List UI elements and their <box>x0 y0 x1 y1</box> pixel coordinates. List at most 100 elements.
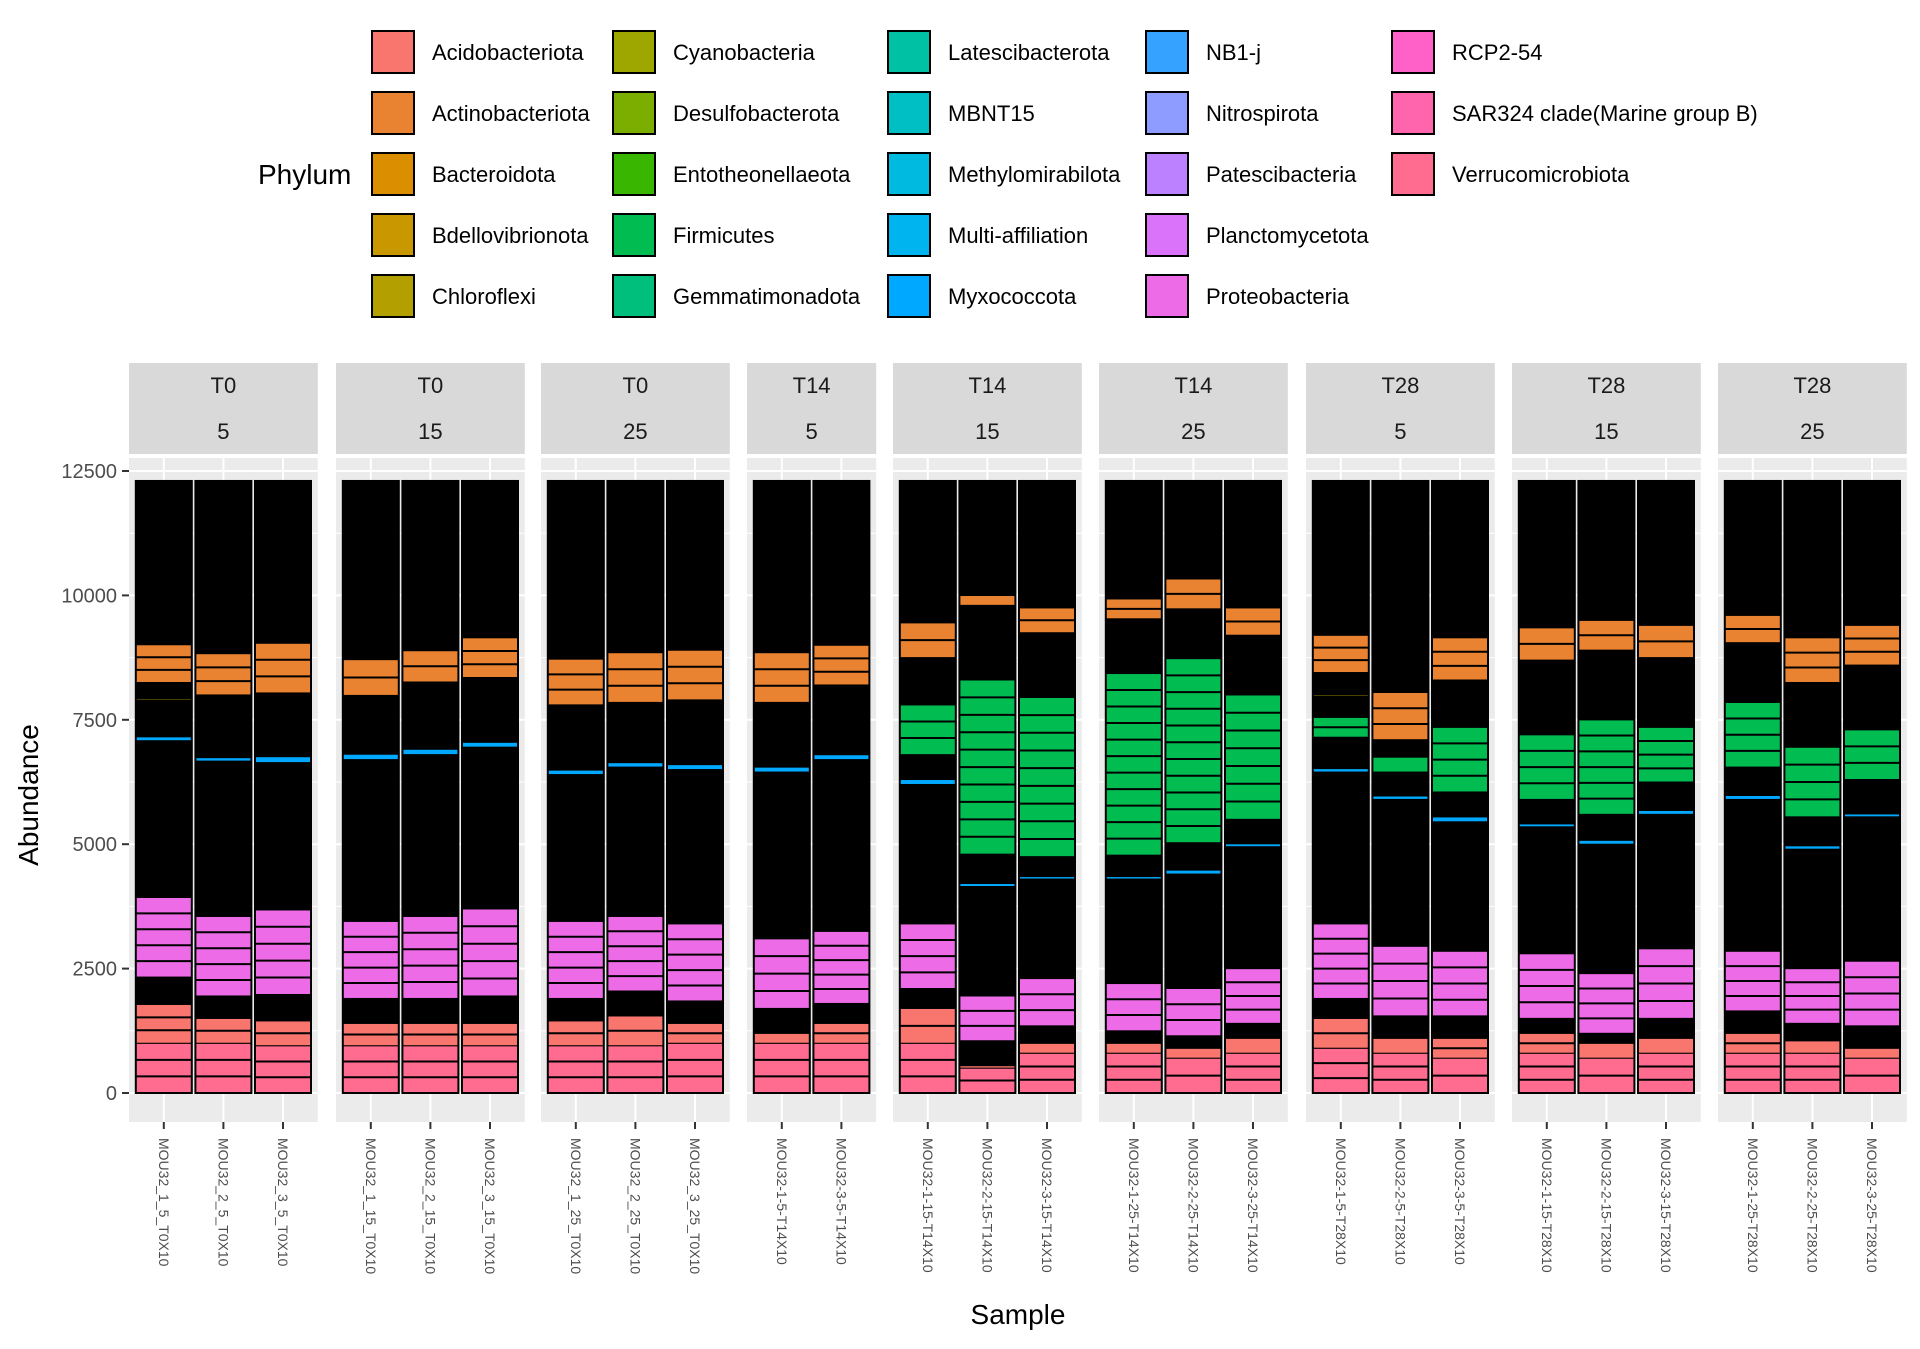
bar-segment-other <box>1637 781 1695 811</box>
bar-segment-other <box>1431 821 1489 952</box>
bar-segment-other <box>1431 791 1489 818</box>
legend-key-gemmatimonadota <box>612 274 656 318</box>
bar-segment-proteobacteria <box>1018 978 1076 1027</box>
legend-label-proteobacteria: Proteobacteria <box>1206 284 1350 309</box>
bar-segment-verrucomicrobiota <box>812 1042 870 1094</box>
bar-segment-other <box>1637 657 1695 728</box>
bar-outline <box>1164 479 1223 1094</box>
bar-segment-other <box>254 762 312 911</box>
y-tick-label: 7500 <box>73 710 118 732</box>
bar-segment-other <box>194 480 252 655</box>
bar-segment-proteobacteria <box>461 908 519 997</box>
bar-segment-other <box>666 699 724 766</box>
bar-stack <box>1517 479 1576 1094</box>
facet-strip-time: T14 <box>968 373 1006 398</box>
legend-label-cyanobacteria: Cyanobacteria <box>673 40 816 65</box>
bar-segment-acidobacteriota <box>1843 1047 1901 1059</box>
bar-segment-verrucomicrobiota <box>1518 1052 1576 1094</box>
legend-item-myxococcota: Myxococcota <box>887 274 1077 318</box>
bar-segment-other <box>1164 1035 1222 1049</box>
bar-outline <box>1431 479 1489 1094</box>
bar-segment-verrucomicrobiota <box>461 1045 519 1094</box>
x-tick-label: MOU32-2-25-T28X10 <box>1804 1138 1820 1273</box>
bar-segment-firmicutes <box>1371 756 1429 773</box>
bar-segment-other <box>1724 1010 1782 1034</box>
bar-segment-firmicutes <box>899 704 957 756</box>
bar-segment-other <box>1164 842 1222 871</box>
bar-segment-actinobacteriota <box>812 644 870 686</box>
bar-segment-verrucomicrobiota <box>1637 1052 1695 1094</box>
bar-segment-other <box>1518 1017 1576 1034</box>
bar-segment-other <box>606 766 664 917</box>
facet-panel: T28 5 MOU32-1-5-T28X10 MOU32-2-5-T28X10 MOU3… <box>1306 363 1495 1265</box>
bar-segment-verrucomicrobiota <box>135 1042 193 1094</box>
bar-stack <box>1431 479 1489 1094</box>
bar-stack <box>1018 479 1076 1094</box>
bar-segment-other <box>753 480 811 654</box>
bar-segment-other <box>958 853 1016 885</box>
bar-segment-other <box>1224 846 1282 970</box>
bar-segment-verrucomicrobiota <box>254 1045 312 1094</box>
bar-segment-acidobacteriota <box>1105 1042 1163 1054</box>
bar-segment-proteobacteria <box>547 920 605 999</box>
legend-item-actinobacteriota: Actinobacteriota <box>371 91 591 135</box>
bar-segment-other <box>547 704 605 771</box>
bar-segment-verrucomicrobiota <box>753 1042 811 1094</box>
legend-item-latescibacterota: Latescibacterota <box>887 30 1110 74</box>
bar-segment-other <box>1371 771 1429 797</box>
bar-segment-other <box>1371 739 1429 758</box>
legend-item-verrucomicrobiota: Verrucomicrobiota <box>1391 152 1630 196</box>
facet-strip <box>1099 363 1288 454</box>
facet-strip <box>129 363 318 454</box>
facet-panel: T0 15 MOU32_1_15_T0X10 MOU32_2_15_T0X10 MOU3… <box>336 363 525 1274</box>
bar-segment-actinobacteriota <box>135 644 193 683</box>
legend-label-multi-affiliation: Multi-affiliation <box>948 223 1088 248</box>
bar-segment-firmicutes <box>1164 658 1222 844</box>
bar-outline <box>1104 479 1163 1094</box>
bar-segment-other <box>1431 480 1489 639</box>
bar-segment-other <box>1577 1032 1635 1044</box>
bar-segment-firmicutes <box>1843 729 1901 781</box>
legend-item-chloroflexi: Chloroflexi <box>371 274 536 318</box>
bar-segment-firmicutes <box>1105 673 1163 856</box>
bar-outline <box>1577 479 1636 1094</box>
legend-item-bdellovibrionota: Bdellovibrionota <box>371 213 589 257</box>
bar-segment-myxococcota <box>1724 794 1782 800</box>
bar-outline <box>194 479 253 1094</box>
bar-segment-other <box>1312 672 1370 695</box>
bar-segment-acidobacteriota <box>1637 1037 1695 1054</box>
legend: Phylum Acidobacteriota Actinobacteriota Ba… <box>258 30 1758 318</box>
bar-segment-other <box>606 480 664 654</box>
legend-item-gemmatimonadota: Gemmatimonadota <box>612 274 861 318</box>
bar-segment-other <box>1843 480 1901 626</box>
bar-segment-other <box>1371 798 1429 947</box>
legend-label-nb1-j: NB1-j <box>1206 40 1261 65</box>
bar-segment-actinobacteriota <box>1843 624 1901 666</box>
legend-item-cyanobacteria: Cyanobacteria <box>612 30 816 74</box>
bar-outline <box>812 479 871 1094</box>
bar-segment-other <box>135 699 193 738</box>
bar-segment-proteobacteria <box>1105 983 1163 1032</box>
legend-key-proteobacteria <box>1145 274 1189 318</box>
bar-stack <box>134 479 193 1094</box>
facet-strip-depth: 5 <box>217 419 229 444</box>
bar-segment-actinobacteriota <box>254 642 312 694</box>
x-tick-label: MOU32-2-15-T28X10 <box>1598 1138 1614 1273</box>
bar-segment-verrucomicrobiota <box>666 1042 724 1094</box>
facet-strip <box>747 363 877 454</box>
bar-segment-other <box>1312 736 1370 770</box>
bar-segment-other <box>1018 632 1076 698</box>
bar-segment-myxococcota <box>254 756 312 764</box>
bar-stack <box>606 479 665 1094</box>
x-tick-label: MOU32-1-15-T14X10 <box>920 1138 936 1273</box>
x-tick-label: MOU32-3-5-T28X10 <box>1452 1138 1468 1265</box>
bar-segment-other <box>461 480 519 639</box>
bar-stack <box>1577 479 1636 1094</box>
bar-outline <box>341 479 400 1094</box>
legend-key-desulfobacterota <box>612 91 656 135</box>
legend-key-latescibacterota <box>887 30 931 74</box>
facet-strip-time: T28 <box>1587 373 1625 398</box>
bar-segment-other <box>401 754 459 917</box>
bar-segment-proteobacteria <box>254 909 312 995</box>
